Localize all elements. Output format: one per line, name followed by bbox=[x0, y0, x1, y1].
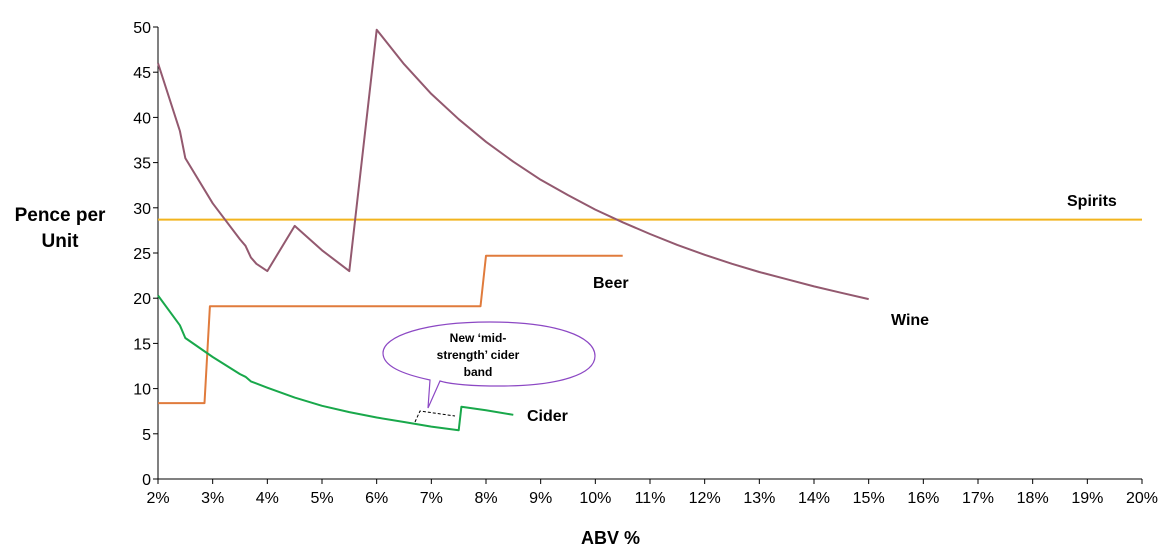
x-tick-label: 20% bbox=[1126, 490, 1158, 507]
y-tick-label: 35 bbox=[133, 156, 151, 173]
x-tick-label: 18% bbox=[1017, 490, 1049, 507]
series-line-wine bbox=[157, 28, 869, 301]
y-axis-label: Pence per Unit bbox=[0, 203, 120, 255]
label-wine: Wine bbox=[891, 312, 929, 329]
x-tick-label: 14% bbox=[798, 490, 830, 507]
series-line-beer bbox=[158, 254, 623, 405]
x-tick-label: 5% bbox=[310, 490, 333, 507]
x-tick-label: 19% bbox=[1071, 490, 1103, 507]
y-tick-label: 5 bbox=[142, 427, 151, 444]
x-tick-label: 4% bbox=[256, 490, 279, 507]
callout-mid-strength: New ‘mid- strength’ cider band bbox=[382, 321, 596, 423]
mid-strength-band-dashed bbox=[414, 410, 456, 423]
y-axis-label-line2: Unit bbox=[41, 231, 79, 252]
callout-line3: band bbox=[464, 365, 493, 379]
x-tick-label: 10% bbox=[579, 490, 611, 507]
y-tick-label: 40 bbox=[133, 110, 151, 127]
axes: 0 5 10 15 20 25 30 35 40 45 50 2% 3% 4% 5% 6% 7% 8% 9% 10% 1… bbox=[133, 20, 1158, 507]
x-axis-label: ABV % bbox=[581, 528, 641, 548]
series-line-cider bbox=[157, 294, 514, 432]
y-tick-label: 10 bbox=[133, 382, 151, 399]
callout-bubble bbox=[382, 321, 596, 409]
x-tick-label: 3% bbox=[201, 490, 224, 507]
y-tick-label: 30 bbox=[133, 201, 151, 218]
y-tick-label: 45 bbox=[133, 65, 151, 82]
x-tick-label: 11% bbox=[635, 490, 666, 507]
y-tick-label: 20 bbox=[133, 291, 151, 308]
label-beer: Beer bbox=[593, 275, 629, 292]
x-tick-label: 9% bbox=[529, 490, 552, 507]
y-tick-label: 0 bbox=[142, 472, 151, 489]
callout-line1: New ‘mid- bbox=[450, 331, 507, 345]
label-spirits: Spirits bbox=[1067, 193, 1117, 210]
x-tick-label: 17% bbox=[962, 490, 994, 507]
callout-line2: strength’ cider bbox=[437, 348, 520, 362]
x-tick-label: 12% bbox=[689, 490, 721, 507]
x-tick-label: 13% bbox=[743, 490, 775, 507]
y-tick-label: 25 bbox=[133, 246, 151, 263]
x-tick-label: 8% bbox=[474, 490, 497, 507]
series-layer bbox=[157, 28, 1142, 432]
label-cider: Cider bbox=[527, 408, 568, 425]
x-tick-label: 7% bbox=[420, 490, 443, 507]
y-tick-label: 15 bbox=[133, 336, 151, 353]
x-tick-label: 15% bbox=[853, 490, 885, 507]
x-tick-label: 2% bbox=[146, 490, 169, 507]
y-axis-label-line1: Pence per bbox=[14, 205, 106, 226]
y-tick-label: 50 bbox=[133, 20, 151, 37]
x-tick-label: 16% bbox=[907, 490, 939, 507]
x-tick-label: 6% bbox=[365, 490, 388, 507]
